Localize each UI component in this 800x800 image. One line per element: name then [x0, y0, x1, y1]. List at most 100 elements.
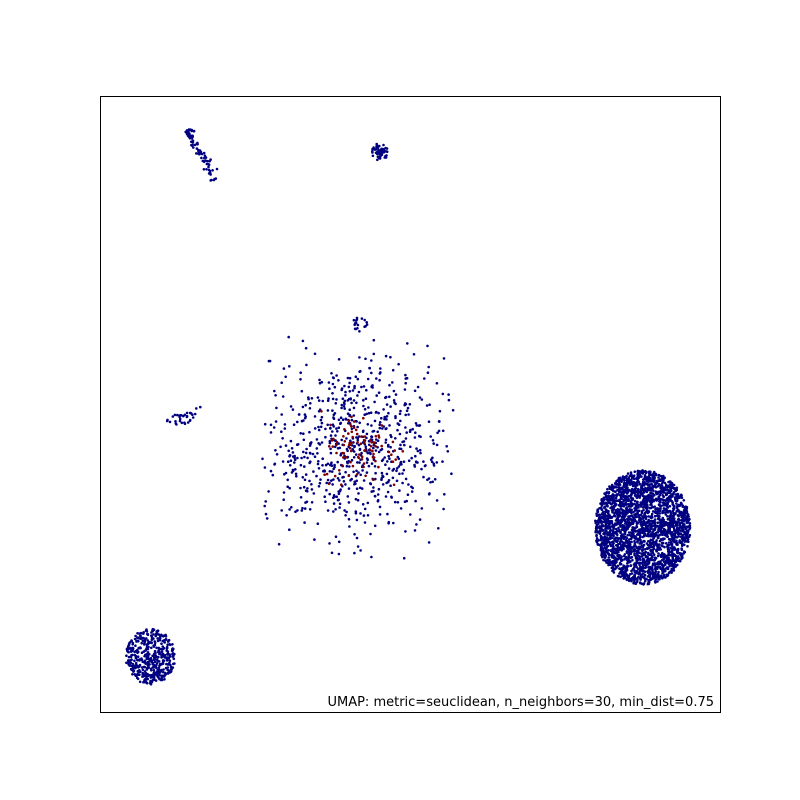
scatter-point	[413, 529, 417, 532]
scatter-point	[671, 484, 674, 488]
scatter-point	[627, 578, 630, 581]
scatter-point	[658, 533, 661, 537]
scatter-point	[610, 521, 614, 525]
scatter-point	[425, 404, 429, 407]
scatter-point	[349, 423, 352, 426]
scatter-point	[606, 527, 610, 530]
scatter-point	[347, 432, 350, 435]
scatter-point	[614, 481, 617, 485]
scatter-point	[640, 509, 644, 513]
scatter-point	[626, 564, 630, 568]
scatter-point	[200, 156, 203, 160]
scatter-point	[646, 497, 650, 501]
scatter-point	[335, 398, 338, 401]
scatter-point	[596, 510, 600, 514]
scatter-point	[158, 662, 162, 666]
scatter-point	[126, 650, 130, 654]
scatter-point	[333, 474, 337, 478]
scatter-point	[280, 430, 283, 434]
scatter-point	[360, 385, 363, 389]
scatter-point	[437, 527, 440, 530]
scatter-point	[335, 427, 338, 430]
scatter-point	[626, 477, 629, 481]
scatter-point	[363, 407, 367, 411]
scatter-point	[208, 169, 212, 173]
scatter-point	[682, 550, 686, 553]
scatter-point	[650, 499, 653, 502]
scatter-point	[387, 411, 390, 415]
scatter-point	[665, 534, 669, 537]
scatter-point	[321, 464, 324, 467]
scatter-point	[626, 517, 629, 521]
scatter-point	[346, 449, 349, 453]
scatter-point	[355, 469, 358, 473]
scatter-point	[361, 430, 365, 434]
scatter-point	[668, 564, 671, 568]
scatter-point	[657, 552, 660, 555]
scatter-point	[672, 546, 675, 549]
scatter-point	[637, 504, 640, 508]
scatter-point	[624, 488, 628, 491]
scatter-point	[657, 536, 660, 539]
scatter-point	[640, 541, 643, 544]
scatter-point	[614, 561, 617, 565]
scatter-point	[355, 316, 359, 320]
scatter-point	[647, 524, 650, 527]
scatter-point	[607, 549, 610, 552]
scatter-point	[138, 659, 141, 662]
scatter-point	[641, 523, 644, 527]
scatter-point	[169, 663, 172, 667]
scatter-point	[643, 573, 647, 577]
scatter-point	[638, 483, 642, 486]
scatter-point	[602, 558, 605, 562]
scatter-point	[372, 486, 375, 489]
scatter-point	[632, 578, 636, 582]
scatter-point	[364, 445, 368, 449]
scatter-point	[418, 448, 422, 452]
scatter-point	[376, 446, 379, 449]
scatter-point	[377, 450, 381, 454]
scatter-point	[638, 561, 641, 565]
scatter-point	[618, 479, 621, 483]
scatter-point	[313, 455, 317, 459]
scatter-point	[636, 561, 640, 565]
scatter-point	[665, 566, 669, 569]
scatter-point	[289, 459, 293, 463]
scatter-point	[657, 479, 660, 482]
scatter-point	[346, 455, 350, 459]
scatter-point	[652, 547, 656, 551]
scatter-point	[340, 387, 344, 390]
scatter-point	[146, 672, 149, 676]
scatter-point	[131, 673, 134, 676]
scatter-point	[646, 486, 650, 490]
scatter-point	[670, 571, 673, 574]
scatter-point	[141, 672, 144, 676]
scatter-point	[366, 501, 370, 505]
scatter-point	[326, 478, 330, 482]
scatter-point	[658, 515, 661, 518]
scatter-point	[654, 510, 657, 513]
scatter-point	[446, 450, 450, 453]
scatter-point	[656, 524, 659, 528]
scatter-point	[324, 463, 328, 467]
scatter-point	[350, 415, 353, 419]
scatter-point	[391, 368, 395, 372]
scatter-point	[652, 545, 656, 548]
scatter-point	[384, 495, 388, 498]
scatter-point	[185, 411, 189, 415]
scatter-point	[348, 465, 351, 468]
scatter-point	[280, 509, 284, 512]
scatter-point	[642, 516, 646, 519]
scatter-point	[656, 547, 659, 551]
scatter-point	[364, 448, 367, 452]
scatter-point	[158, 674, 161, 677]
scatter-point	[605, 491, 609, 494]
scatter-point	[626, 523, 629, 526]
scatter-point	[611, 509, 614, 512]
scatter-point	[667, 500, 670, 504]
scatter-point	[637, 551, 641, 554]
scatter-point	[362, 514, 366, 517]
scatter-point	[345, 464, 349, 468]
scatter-point	[618, 501, 622, 505]
scatter-point	[288, 508, 291, 511]
